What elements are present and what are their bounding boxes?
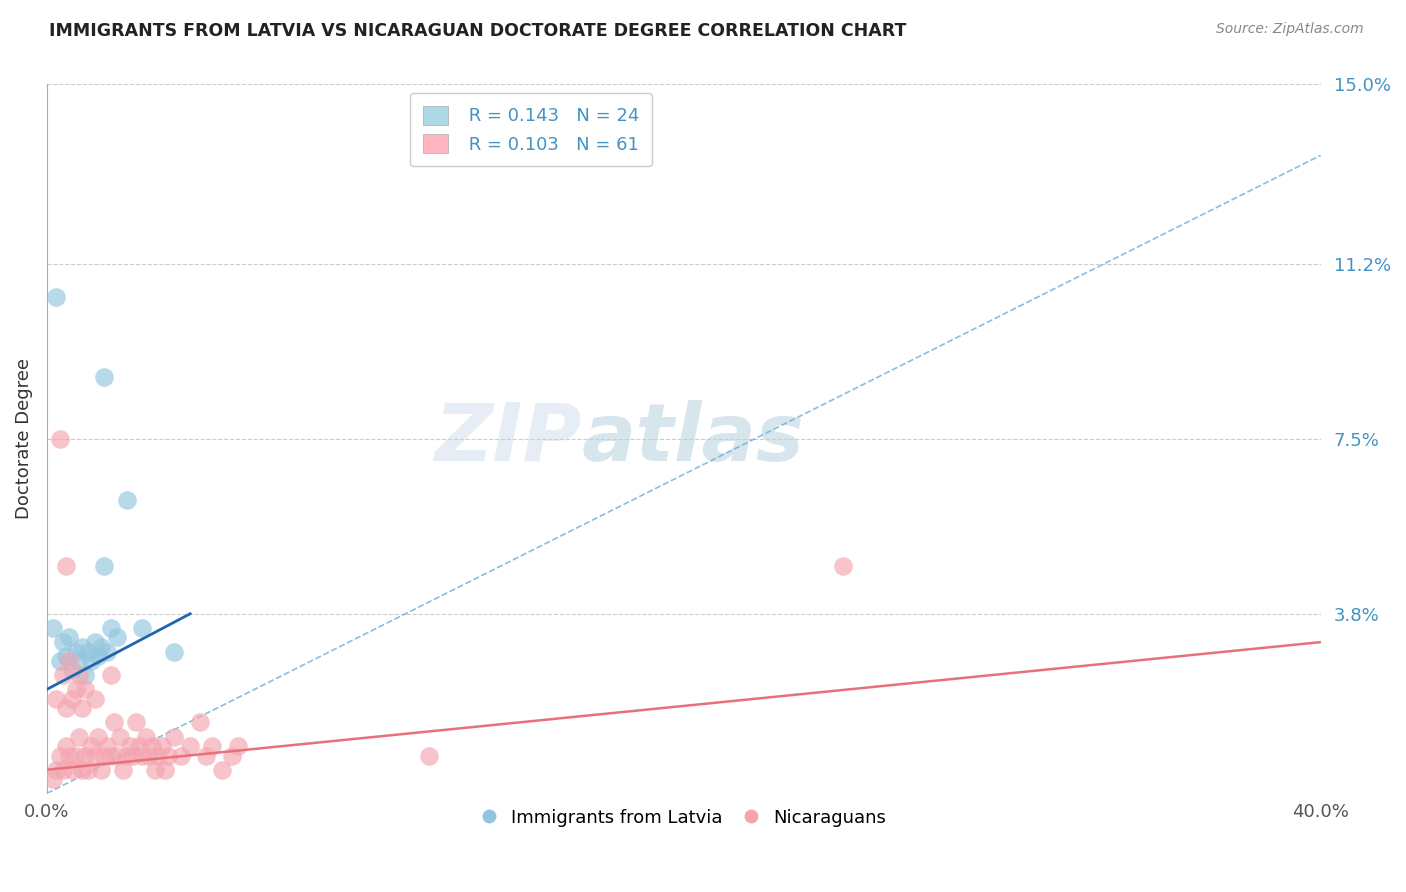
Point: [87, 730, 110, 744]
Point: [156, 748, 179, 763]
Point: [195, 748, 218, 763]
Point: [52, 668, 75, 682]
Point: [45, 763, 67, 777]
Point: [67, 730, 90, 744]
Point: [118, 739, 141, 753]
Point: [100, 621, 122, 635]
Point: [80, 654, 103, 668]
Point: [60, 691, 83, 706]
Point: [138, 748, 160, 763]
Point: [93, 370, 115, 384]
Point: [45, 691, 67, 706]
Point: [65, 748, 87, 763]
Point: [65, 682, 87, 697]
Point: [42, 772, 65, 787]
Point: [201, 739, 224, 753]
Point: [221, 748, 243, 763]
Point: [96, 644, 118, 658]
Legend: Immigrants from Latvia, Nicaraguans: Immigrants from Latvia, Nicaraguans: [475, 802, 893, 834]
Point: [832, 559, 855, 574]
Point: [148, 748, 170, 763]
Point: [93, 559, 115, 574]
Point: [226, 739, 249, 753]
Point: [58, 654, 80, 668]
Point: [153, 763, 176, 777]
Point: [125, 715, 148, 730]
Point: [48, 432, 70, 446]
Point: [55, 649, 77, 664]
Point: [83, 635, 105, 649]
Point: [90, 763, 112, 777]
Point: [163, 730, 186, 744]
Point: [87, 649, 110, 664]
Point: [75, 668, 97, 682]
Point: [75, 682, 97, 697]
Point: [83, 748, 105, 763]
Point: [75, 748, 97, 763]
Point: [58, 748, 80, 763]
Point: [150, 739, 173, 753]
Point: [179, 739, 201, 753]
Point: [112, 763, 135, 777]
Point: [188, 715, 211, 730]
Point: [418, 748, 440, 763]
Point: [70, 640, 93, 654]
Point: [80, 739, 103, 753]
Point: [93, 748, 115, 763]
Point: [65, 644, 87, 658]
Point: [163, 644, 186, 658]
Point: [115, 748, 138, 763]
Point: [105, 748, 128, 763]
Point: [48, 748, 70, 763]
Point: [58, 631, 80, 645]
Text: IMMIGRANTS FROM LATVIA VS NICARAGUAN DOCTORATE DEGREE CORRELATION CHART: IMMIGRANTS FROM LATVIA VS NICARAGUAN DOC…: [49, 22, 907, 40]
Point: [55, 701, 77, 715]
Point: [52, 763, 75, 777]
Point: [70, 701, 93, 715]
Point: [45, 290, 67, 304]
Y-axis label: Doctorate Degree: Doctorate Degree: [15, 359, 32, 519]
Point: [77, 644, 100, 658]
Text: atlas: atlas: [582, 400, 804, 478]
Point: [100, 748, 122, 763]
Point: [103, 715, 125, 730]
Point: [55, 559, 77, 574]
Point: [60, 763, 83, 777]
Point: [67, 654, 90, 668]
Point: [141, 739, 163, 753]
Point: [52, 635, 75, 649]
Point: [128, 739, 150, 753]
Point: [211, 763, 233, 777]
Point: [100, 668, 122, 682]
Point: [131, 748, 153, 763]
Point: [122, 748, 145, 763]
Point: [83, 691, 105, 706]
Point: [96, 739, 118, 753]
Text: Source: ZipAtlas.com: Source: ZipAtlas.com: [1216, 22, 1364, 37]
Point: [70, 763, 93, 777]
Point: [67, 668, 90, 682]
Point: [90, 640, 112, 654]
Point: [77, 763, 100, 777]
Point: [169, 748, 191, 763]
Point: [105, 631, 128, 645]
Point: [135, 730, 157, 744]
Point: [143, 763, 166, 777]
Point: [48, 654, 70, 668]
Point: [108, 730, 131, 744]
Point: [55, 739, 77, 753]
Text: ZIP: ZIP: [434, 400, 582, 478]
Point: [42, 621, 65, 635]
Point: [115, 493, 138, 508]
Point: [60, 664, 83, 678]
Point: [131, 621, 153, 635]
